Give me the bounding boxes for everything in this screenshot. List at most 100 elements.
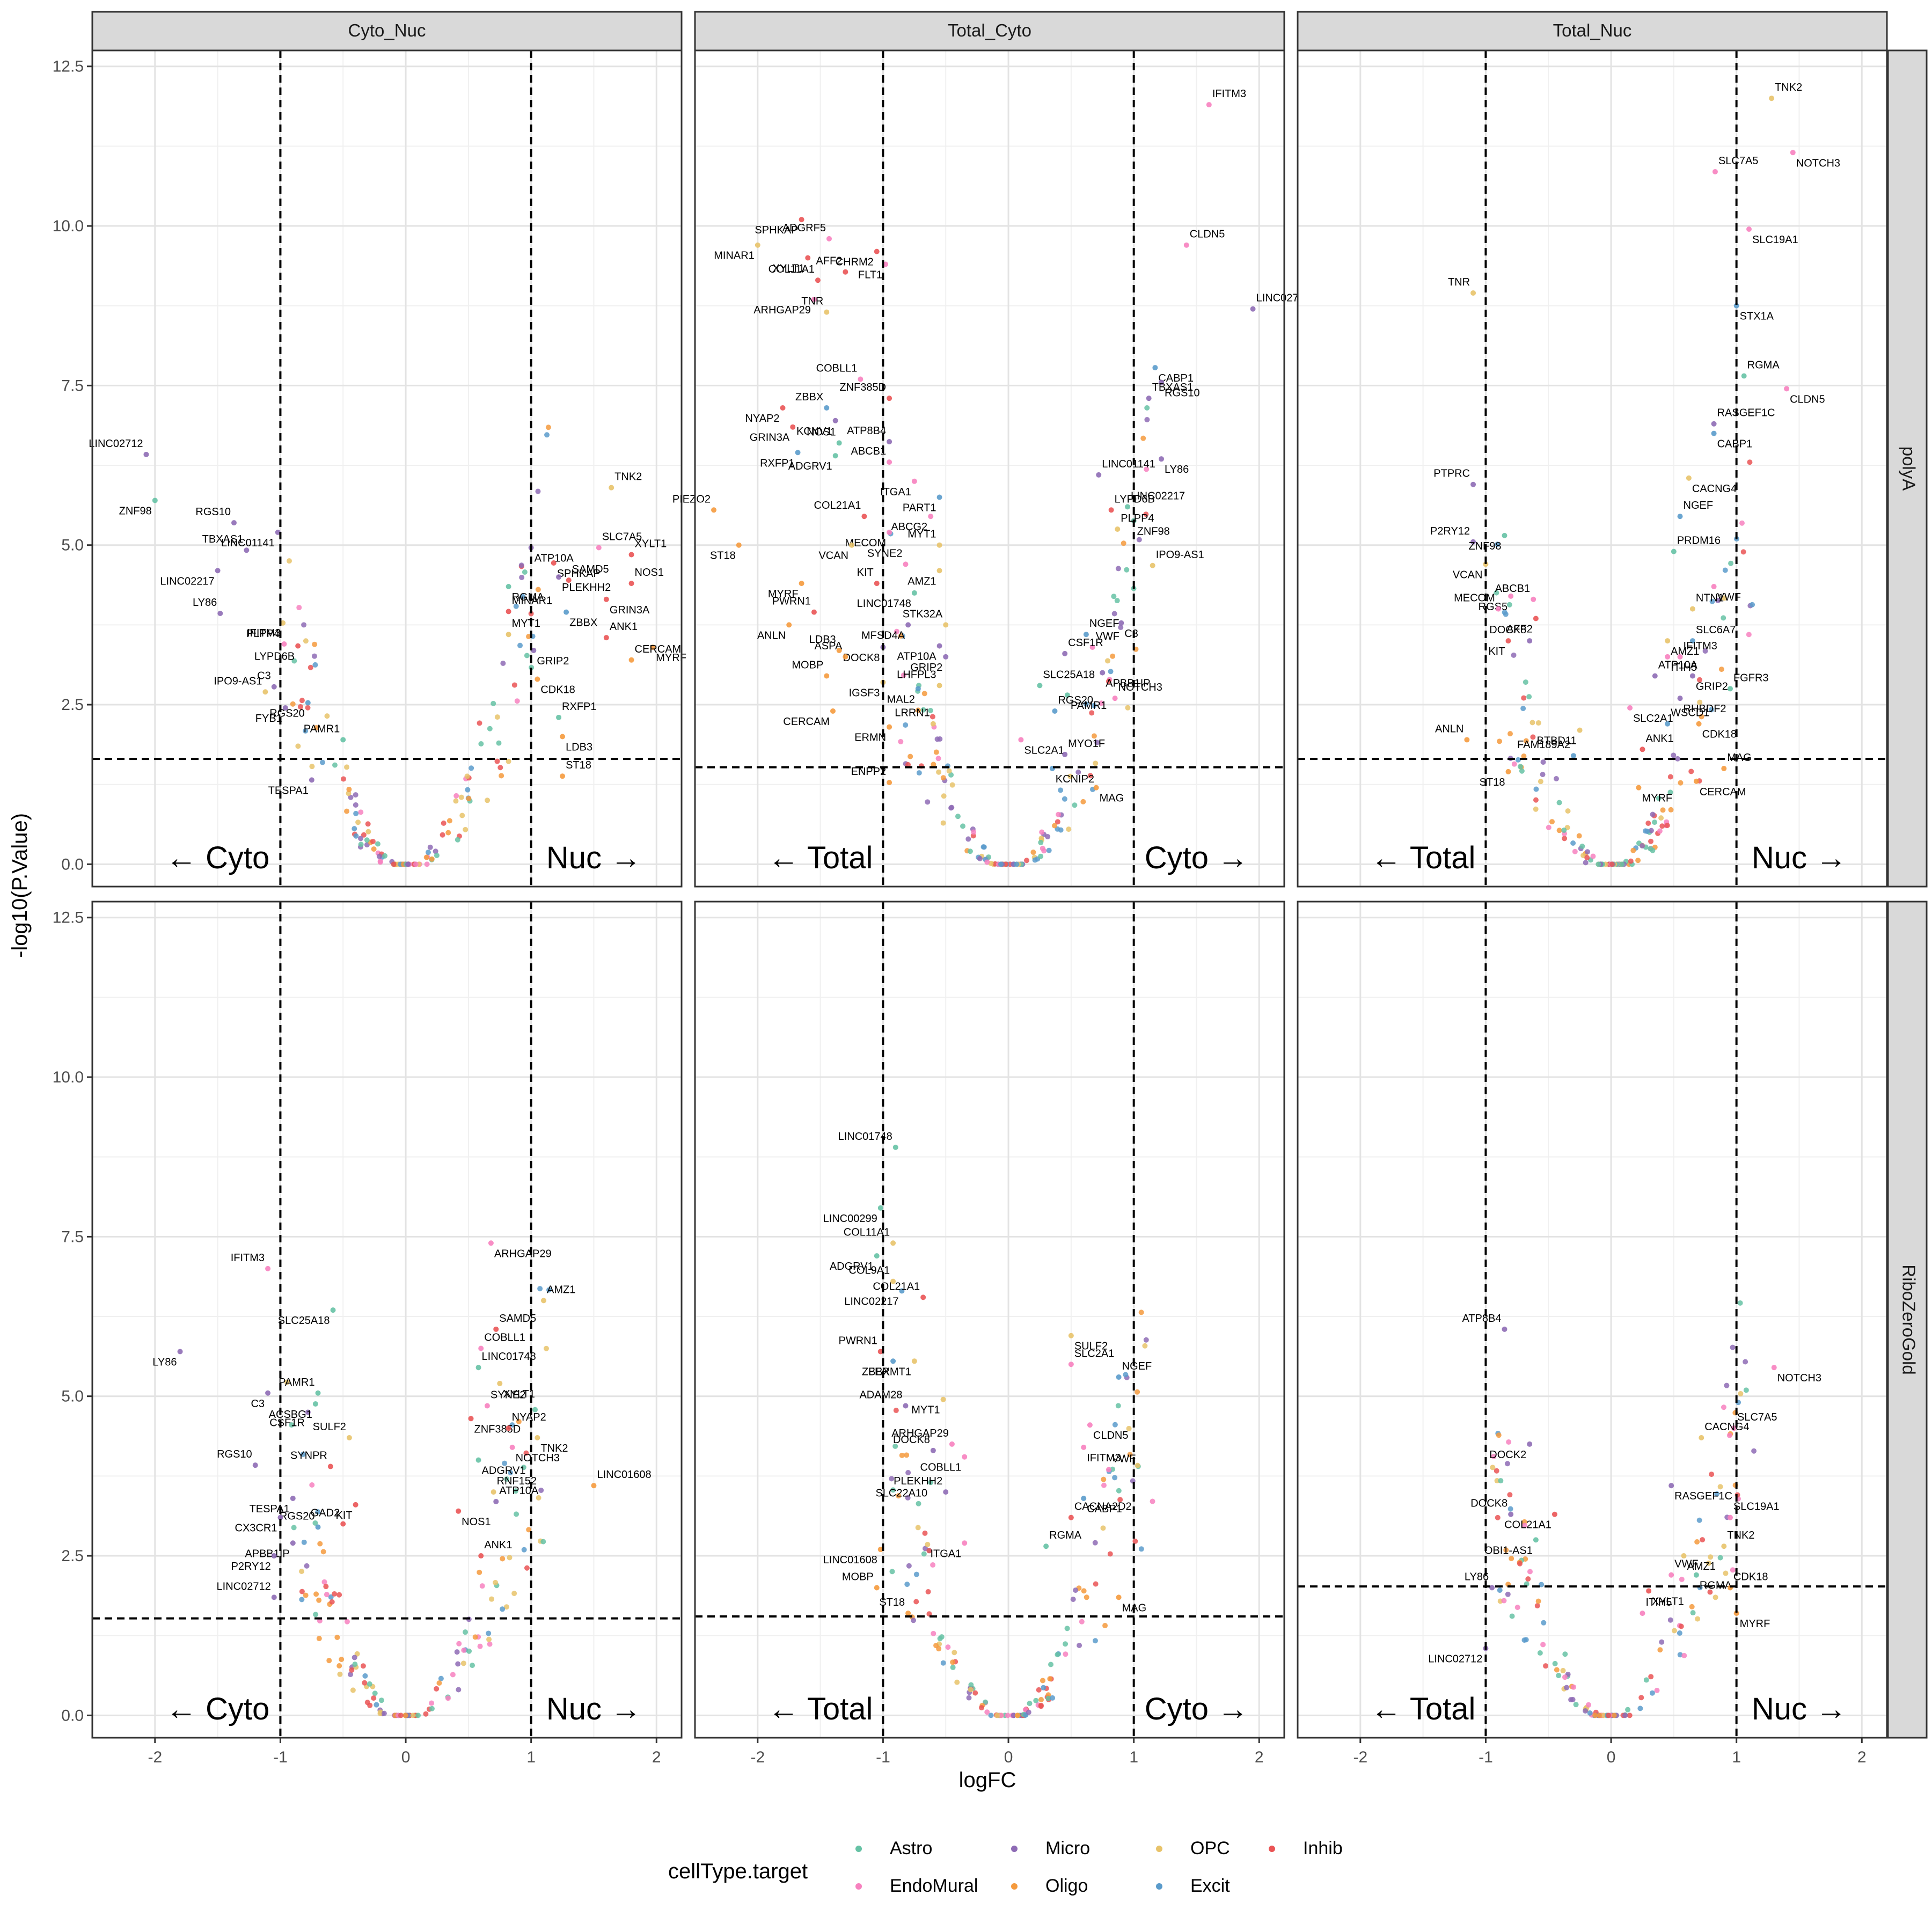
gene-point-P2RY12 — [271, 1553, 277, 1559]
gene-point — [304, 1563, 310, 1569]
x-tick-label: 0 — [1607, 1748, 1616, 1766]
gene-point — [1118, 625, 1124, 631]
gene-label-RNF152: RNF152 — [497, 1475, 537, 1487]
gene-point — [526, 1527, 532, 1533]
gene-label-FAM189A2: FAM189A2 — [1517, 739, 1570, 751]
gene-point — [509, 1422, 515, 1428]
gene-point-SLC2A1 — [1627, 705, 1633, 711]
gene-point — [1100, 1525, 1106, 1531]
gene-label-ATP10A: ATP10A — [897, 651, 937, 663]
gene-point — [1674, 756, 1680, 762]
gene-point — [937, 736, 943, 742]
gene-point — [349, 1667, 355, 1673]
gene-label-VWF: VWF — [1717, 591, 1741, 603]
gene-point — [1014, 1713, 1020, 1718]
x-tick-label: -1 — [273, 1748, 288, 1766]
gene-point — [1689, 1604, 1695, 1609]
gene-point — [940, 775, 946, 781]
gene-point — [425, 850, 431, 855]
gene-point-IFITM3 — [1677, 654, 1683, 660]
gene-label-ANLN: ANLN — [1435, 723, 1463, 735]
gene-point — [1509, 1613, 1515, 1619]
gene-label-OBI1-AS1: OBI1-AS1 — [1484, 1545, 1533, 1556]
gene-point-XYLT1 — [628, 552, 634, 558]
gene-point-IFITM3 — [1081, 1444, 1087, 1450]
gene-label-ITIH5: ITIH5 — [1645, 1597, 1672, 1608]
gene-point — [477, 1569, 482, 1575]
gene-label-P2RY12: P2RY12 — [1430, 525, 1470, 537]
gene-point — [1515, 757, 1521, 763]
gene-label-IFITM3: IFITM3 — [1087, 1452, 1121, 1464]
gene-label-SLC25A18: SLC25A18 — [1043, 669, 1095, 680]
gene-point — [524, 1565, 530, 1571]
gene-point-STX1A — [1733, 303, 1739, 309]
gene-label-LINC01748: LINC01748 — [838, 1131, 892, 1143]
gene-label-COL9A1: COL9A1 — [848, 1265, 890, 1277]
gene-point-SULF2 — [346, 1435, 352, 1441]
gene-point-MAG — [1721, 765, 1727, 771]
y-tick-label: 5.0 — [61, 1388, 84, 1406]
gene-point — [1570, 1696, 1576, 1702]
gene-point — [378, 1697, 384, 1703]
gene-label-ARHGAP29: ARHGAP29 — [494, 1248, 552, 1260]
gene-point-STK32A — [943, 622, 949, 628]
gene-point — [1540, 759, 1546, 765]
x-tick-label: -2 — [148, 1748, 162, 1766]
gene-point — [320, 1549, 326, 1555]
gene-point — [1560, 1667, 1566, 1673]
gene-point — [1495, 541, 1501, 547]
gene-label-RGMA: RGMA — [1700, 1580, 1732, 1592]
panel-Total_Nuc-polyA: TNK2 NOTCH3 SLC7A5 SLC19A1 TNR STX1A RGMA CLDN5… — [1297, 11, 1928, 888]
gene-point-NGEF — [1083, 632, 1089, 638]
gene-label-COL21A1: COL21A1 — [1504, 1519, 1552, 1531]
gene-point — [1144, 416, 1150, 422]
gene-point — [1116, 1488, 1122, 1494]
y-tick-label: 10.0 — [53, 217, 84, 235]
gene-label-C3: C3 — [251, 1398, 265, 1410]
gene-label-LINC02712: LINC02712 — [1256, 292, 1311, 304]
gene-label-LINC02217: LINC02217 — [844, 1296, 898, 1307]
gene-point — [455, 1661, 461, 1667]
gene-point — [1080, 799, 1086, 804]
gene-point-CX3CR1 — [277, 1514, 283, 1520]
gene-label-KCNIP2: KCNIP2 — [1056, 773, 1094, 785]
gene-point — [334, 1635, 340, 1641]
gene-point-APBB1IP — [1100, 670, 1106, 676]
gene-label-CACNG4: CACNG4 — [1704, 1421, 1749, 1433]
gene-label-ATP8B4: ATP8B4 — [1462, 1313, 1501, 1324]
gene-point — [364, 1700, 370, 1706]
gene-point — [453, 793, 459, 799]
gene-point — [916, 1501, 921, 1506]
legend-label-Excit: Excit — [1190, 1876, 1230, 1896]
gene-point — [519, 574, 525, 580]
gene-point-MYT1 — [506, 632, 511, 638]
gene-point-NOS1 — [836, 440, 842, 446]
gene-label-PIEZO2: PIEZO2 — [672, 493, 711, 505]
gene-label-ANK1: ANK1 — [1645, 733, 1673, 744]
gene-point-PAMR1 — [1064, 692, 1070, 698]
gene-point-MYRF — [1636, 785, 1642, 791]
gene-point — [904, 1582, 910, 1587]
gene-point — [901, 672, 906, 678]
gene-label-KCNV1: KCNV1 — [796, 426, 832, 437]
gene-label-COBLL1: COBLL1 — [816, 362, 858, 374]
gene-label-LYPD6B: LYPD6B — [254, 651, 295, 663]
y-tick-label: 0.0 — [61, 855, 84, 873]
legend-key-Excit — [1156, 1883, 1162, 1890]
gene-point — [1111, 611, 1117, 617]
gene-point — [450, 1672, 456, 1678]
gene-point — [1126, 1425, 1132, 1431]
gene-point — [1138, 1546, 1144, 1552]
gene-point — [1101, 1482, 1107, 1488]
gene-point-SLC19A1 — [1746, 226, 1752, 232]
gene-point-KIT — [874, 581, 880, 587]
gene-label-SLC22A10: SLC22A10 — [875, 1487, 927, 1499]
gene-point — [1583, 860, 1589, 866]
gene-point — [1498, 1478, 1504, 1484]
gene-label-GRIP2: GRIP2 — [537, 655, 569, 667]
gene-point — [499, 773, 504, 779]
gene-point — [1535, 1598, 1541, 1604]
gene-point — [926, 1611, 932, 1617]
